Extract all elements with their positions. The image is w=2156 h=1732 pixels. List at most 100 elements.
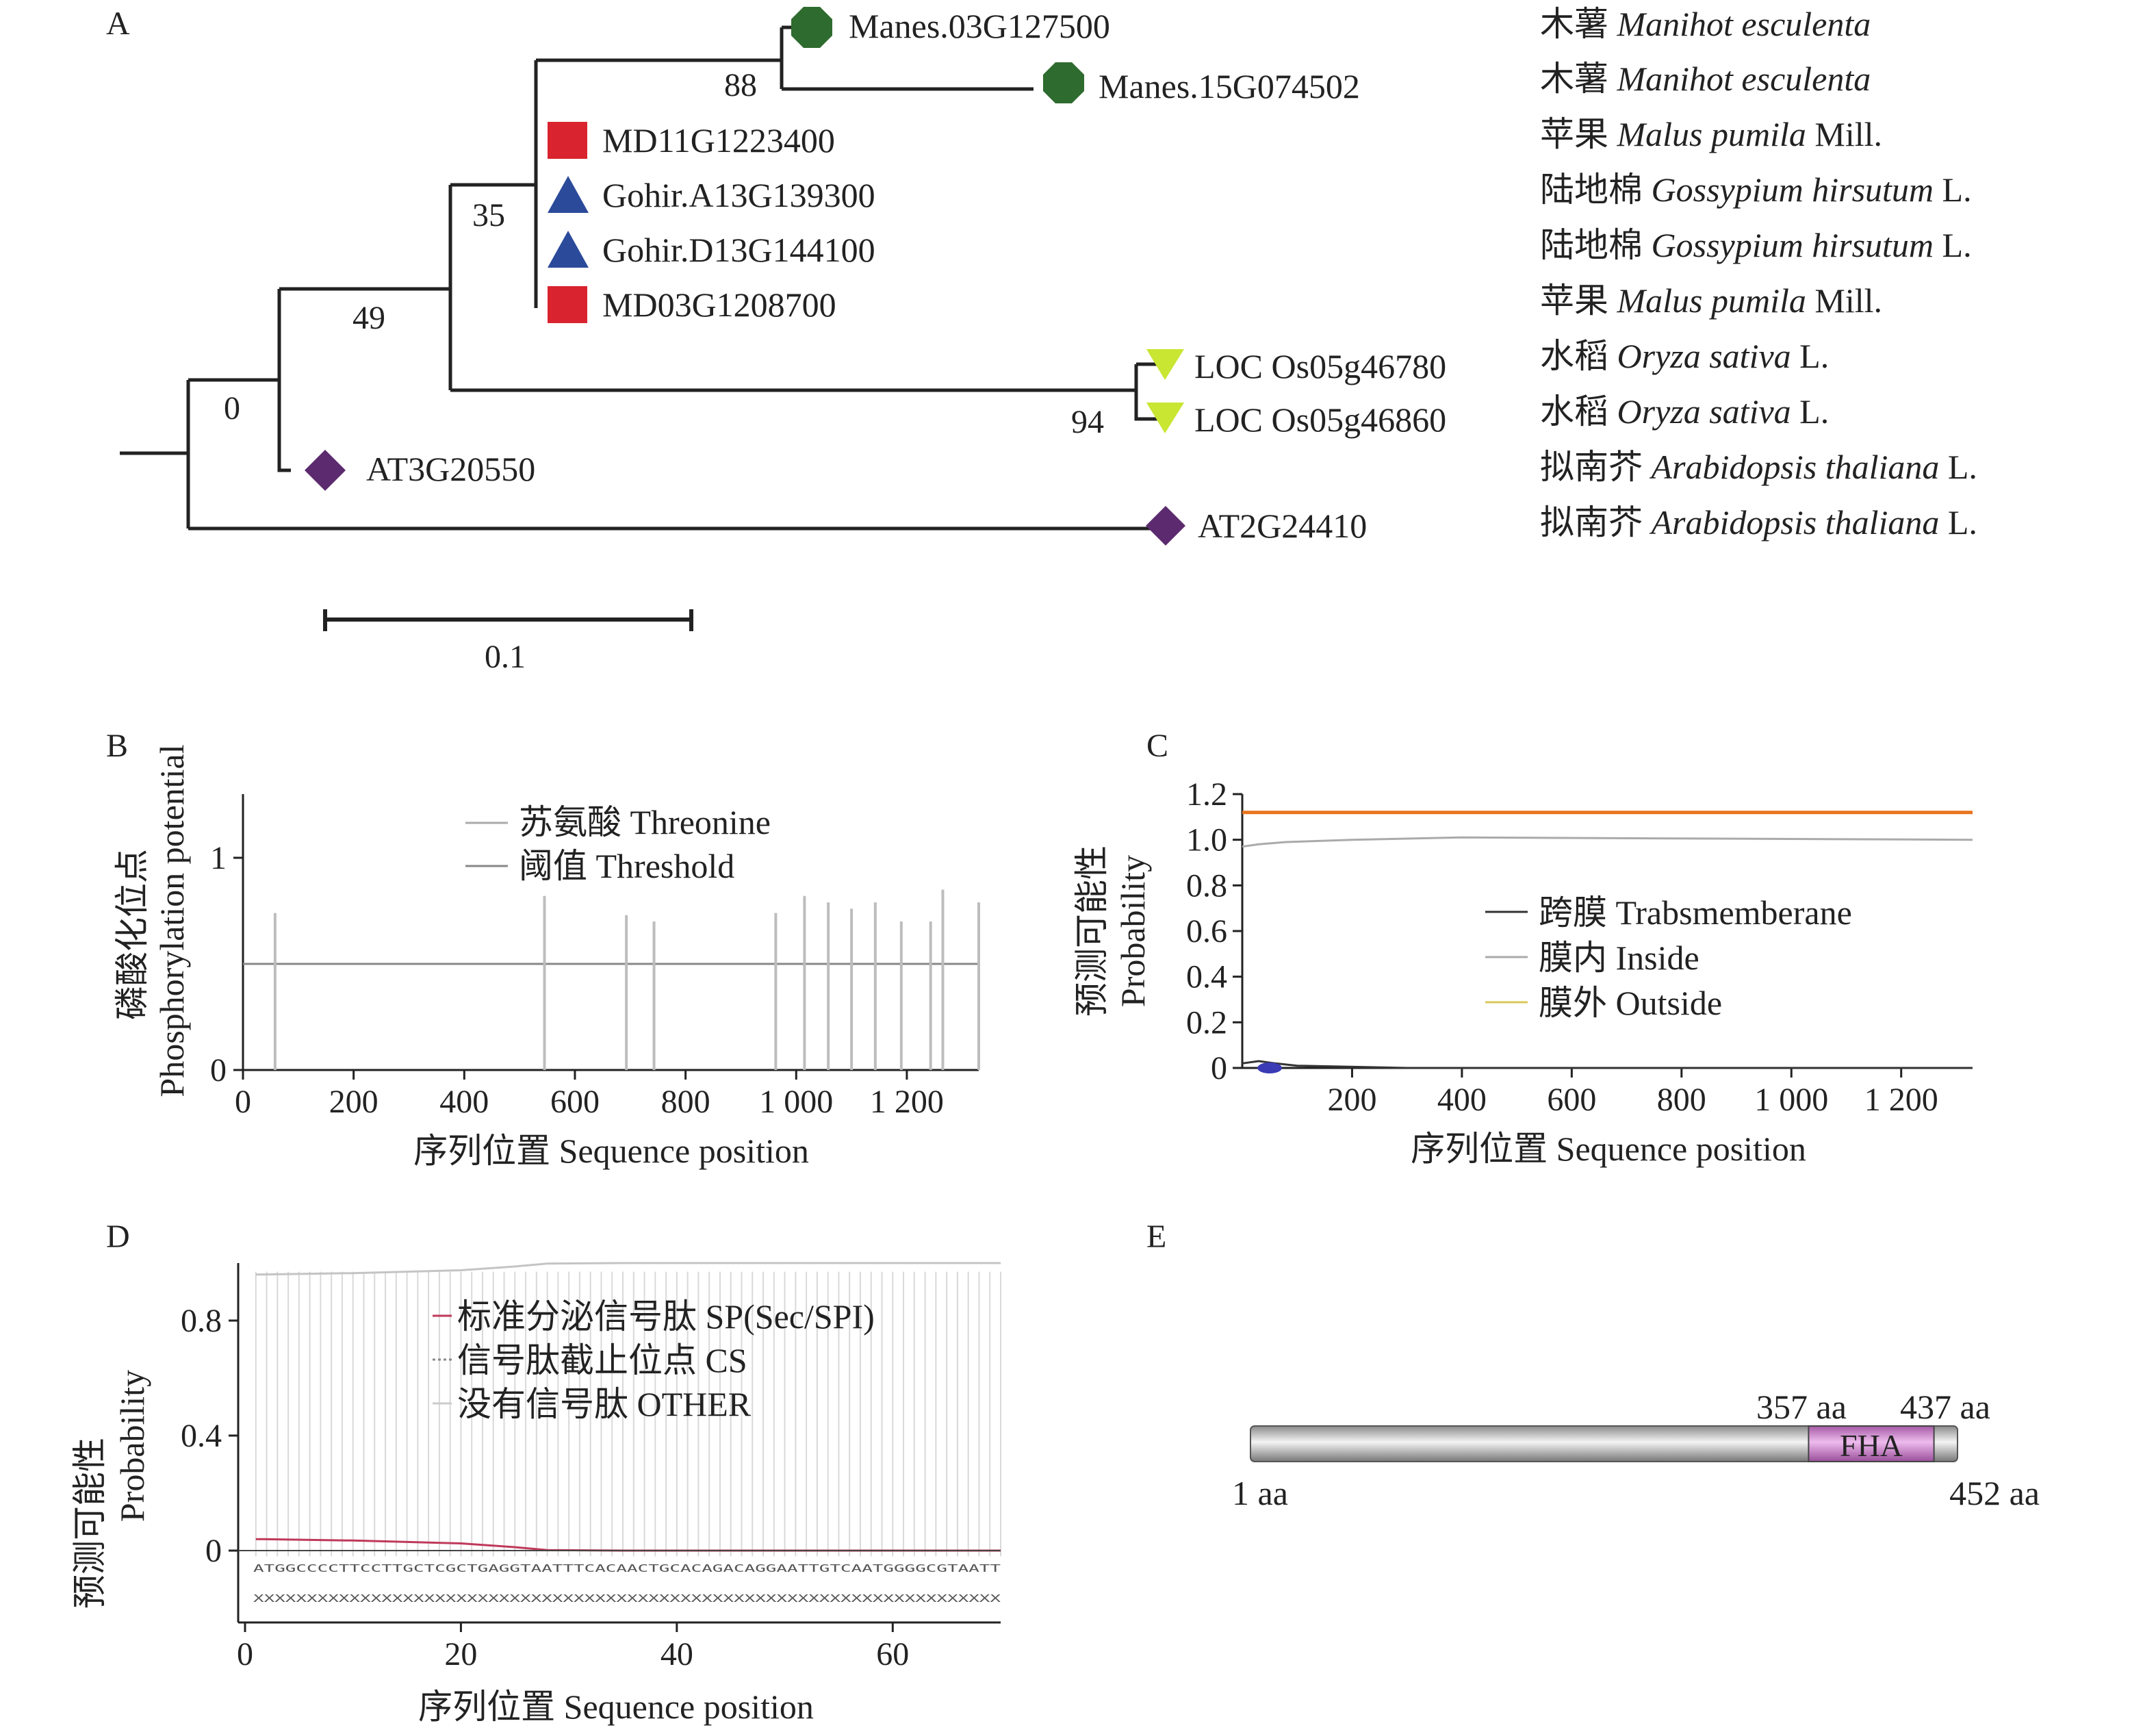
d-xlabel: 序列位置 Sequence position bbox=[418, 1688, 814, 1726]
tip-label-manes03: Manes.03G127500 bbox=[849, 7, 1110, 45]
square-marker-md11 bbox=[548, 122, 587, 159]
c-x-tick-label: 600 bbox=[1547, 1082, 1596, 1118]
b-x-tick-label: 600 bbox=[550, 1084, 600, 1120]
c-x-tick-label: 200 bbox=[1327, 1082, 1376, 1118]
c-legend-inside: 膜内 Inside bbox=[1539, 939, 1699, 977]
d-axis-ticks bbox=[229, 1319, 894, 1632]
bootstrap-0: 0 bbox=[224, 390, 240, 426]
scale-bar-label: 0.1 bbox=[485, 639, 526, 675]
scale-bar bbox=[323, 609, 693, 631]
octagon-marker-manes15 bbox=[1043, 62, 1084, 103]
d-ylabel-cn: 预测可能性 bbox=[70, 1438, 109, 1609]
bootstrap-94: 94 bbox=[1071, 404, 1104, 440]
tip-label-manes15: Manes.15G074502 bbox=[1099, 67, 1360, 105]
d-y-tick-label: 0.4 bbox=[181, 1418, 222, 1454]
domain-end-label: 437 aa bbox=[1900, 1388, 1990, 1426]
panel-d: D 0 20 40 60 0 0.4 0.8 ATGGCCCCTTCCTTGCTCGCTGA… bbox=[70, 1219, 1001, 1726]
species-label-2: 木薯 Manihot esculenta bbox=[1540, 60, 1871, 98]
c-legend-tm: 跨膜 Trabsmemberane bbox=[1539, 893, 1852, 932]
d-series-line-3 bbox=[255, 1262, 1001, 1276]
b-x-tick-label: 800 bbox=[661, 1084, 710, 1120]
c-y-tick-label: 0.6 bbox=[1186, 913, 1227, 950]
octagon-marker-manes03 bbox=[791, 7, 832, 48]
b-ylabel-en: Phosphorylation potential bbox=[153, 744, 191, 1097]
bootstrap-35: 35 bbox=[472, 197, 505, 233]
b-x-tick-label: 200 bbox=[329, 1084, 378, 1120]
b-x-tick-label: 1 000 bbox=[759, 1084, 833, 1120]
c-series-line-1 bbox=[1242, 1060, 1973, 1069]
c-legend: 跨膜 Trabsmemberane 膜内 Inside 膜外 Outside bbox=[1485, 893, 1852, 1022]
d-x-tick-label: 40 bbox=[660, 1636, 693, 1672]
panel-letter-d: D bbox=[106, 1219, 130, 1255]
b-x-tick-label: 400 bbox=[439, 1084, 489, 1120]
c-y-tick-label: 0 bbox=[1211, 1050, 1227, 1086]
b-axis-ticks bbox=[233, 856, 908, 1080]
d-position-gridlines bbox=[255, 1271, 1001, 1557]
species-label-8: 水稻 Oryza sativa L. bbox=[1540, 392, 1829, 431]
tip-label-md03: MD03G1208700 bbox=[602, 285, 836, 324]
b-ylabel-cn: 磷酸化位点 bbox=[113, 849, 151, 1020]
bootstrap-49: 49 bbox=[352, 300, 385, 336]
species-label-5: 陆地棉 Gossypium hirsutum L. bbox=[1540, 226, 1972, 264]
c-y-tick-label: 0.2 bbox=[1186, 1004, 1227, 1041]
node-n1 bbox=[277, 289, 291, 472]
tip-label-at3g: AT3G20550 bbox=[366, 450, 535, 488]
panel-b: B 0 200 400 600 800 1 000 1 200 0 1 磷酸化位点 Phosph… bbox=[106, 728, 980, 1170]
d-x-tick-label: 60 bbox=[876, 1636, 909, 1672]
species-label-9: 拟南芥 Arabidopsis thaliana L. bbox=[1540, 448, 1977, 486]
species-label-7: 水稻 Oryza sativa L. bbox=[1540, 337, 1829, 375]
d-ylabel-en: Probability bbox=[113, 1370, 151, 1522]
panel-c: C 200 400 600 800 1 000 1 200 0 0.2 0.4 0.6 0.8 1.0… bbox=[1073, 728, 1973, 1168]
b-y-tick-label: 1 bbox=[210, 840, 227, 876]
c-y-tick-label: 1.2 bbox=[1186, 776, 1227, 813]
panel-letter-b: B bbox=[106, 728, 128, 764]
b-plot-marks bbox=[243, 889, 980, 1070]
panel-e: E FHA 1 aa 452 aa 357 aa 437 aa bbox=[1146, 1219, 2040, 1512]
fha-domain-box bbox=[1808, 1425, 1935, 1462]
c-x-tick-label: 800 bbox=[1657, 1082, 1706, 1118]
triangle-marker-gohir-d13 bbox=[548, 231, 589, 268]
d-legend-cs: 信号肽截止位点 CS bbox=[457, 1341, 747, 1379]
c-ylabel-cn: 预测可能性 bbox=[1073, 845, 1111, 1017]
protein-start-label: 1 aa bbox=[1232, 1474, 1288, 1512]
panel-a: A Manes.03G127500 bbox=[106, 5, 1977, 675]
d-legend-sp: 标准分泌信号肽 SP(Sec/SPI) bbox=[457, 1297, 875, 1336]
panel-letter-a: A bbox=[106, 5, 130, 42]
square-marker-md03 bbox=[548, 286, 587, 323]
c-plot-marks bbox=[1242, 811, 1973, 1069]
panel-letter-e: E bbox=[1146, 1219, 1166, 1255]
d-legend-other: 没有信号肽 OTHER bbox=[457, 1385, 752, 1423]
c-transmembrane-blip bbox=[1257, 1062, 1282, 1073]
d-plot-marks bbox=[238, 1262, 1001, 1552]
d-series-line-1 bbox=[255, 1538, 1001, 1552]
triangle-marker-gohir-a13 bbox=[548, 176, 589, 213]
c-y-tick-label: 1.0 bbox=[1186, 822, 1227, 858]
b-y-tick-label: 0 bbox=[210, 1052, 227, 1088]
d-cs-row: XXXXXXXXXXXXXXXXXXXXXXXXXXXXXXXXXXXXXXXX… bbox=[253, 1592, 1001, 1605]
tip-label-gohir-a13: Gohir.A13G139300 bbox=[602, 176, 875, 214]
tip-label-gohir-d13: Gohir.D13G144100 bbox=[602, 231, 875, 269]
c-x-tick-label: 400 bbox=[1437, 1082, 1487, 1118]
b-legend: 苏氨酸 Threonine 阈值 Threshold bbox=[465, 803, 771, 885]
d-x-tick-label: 0 bbox=[237, 1636, 253, 1672]
c-xlabel: 序列位置 Sequence position bbox=[1411, 1130, 1806, 1168]
c-tick-labels: 200 400 600 800 1 000 1 200 0 0.2 0.4 0.6 0.8 1.0 1.… bbox=[1186, 776, 1938, 1118]
diamond-marker-at3g bbox=[305, 450, 346, 491]
c-x-tick-label: 1 200 bbox=[1864, 1082, 1938, 1118]
species-label-3: 苹果 Malus pumila Mill. bbox=[1540, 115, 1882, 153]
protein-bar bbox=[1250, 1425, 1958, 1462]
species-label-1: 木薯 Manihot esculenta bbox=[1540, 5, 1871, 43]
b-legend-threonine: 苏氨酸 Threonine bbox=[519, 803, 771, 841]
tip-label-rice-1: LOC Os05g46780 bbox=[1194, 347, 1446, 385]
c-x-tick-label: 1 000 bbox=[1754, 1082, 1828, 1118]
c-y-tick-label: 0.8 bbox=[1186, 867, 1227, 904]
species-list: 木薯 Manihot esculenta 木薯 Manihot esculent… bbox=[1540, 5, 1977, 542]
domain-start-label: 357 aa bbox=[1756, 1388, 1847, 1426]
tree-branches bbox=[120, 25, 1164, 531]
protein-end-label: 452 aa bbox=[1949, 1474, 2040, 1512]
species-label-10: 拟南芥 Arabidopsis thaliana L. bbox=[1540, 503, 1977, 542]
d-y-tick-label: 0 bbox=[205, 1533, 222, 1569]
d-tick-labels: 0 20 40 60 0 0.4 0.8 bbox=[181, 1303, 909, 1672]
triangle-marker-rice-2 bbox=[1146, 403, 1184, 433]
